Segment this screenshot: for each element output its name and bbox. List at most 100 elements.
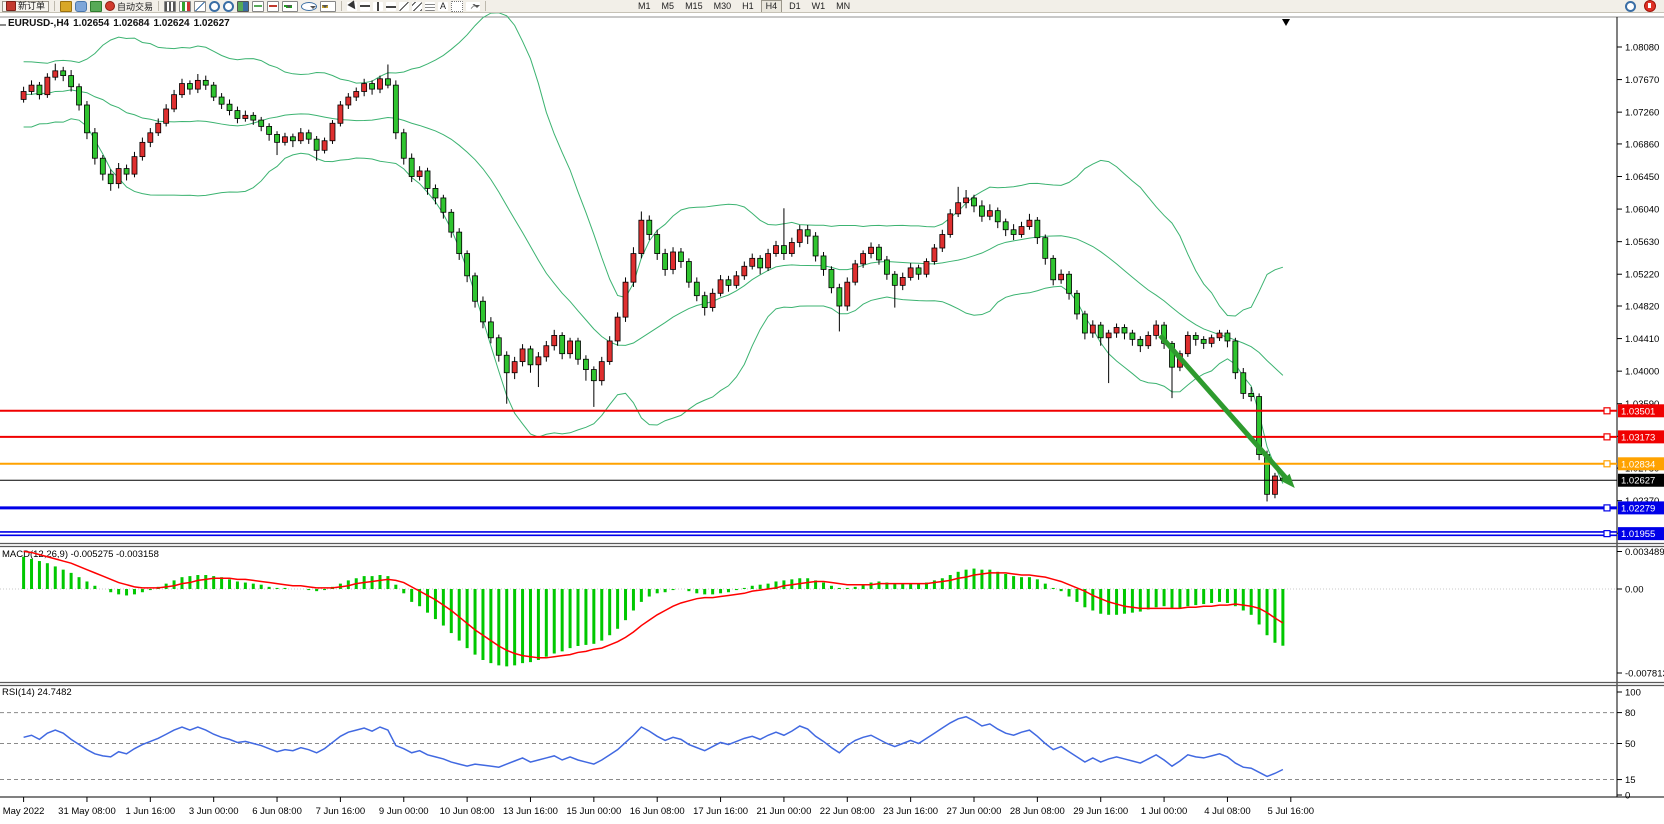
candle-body bbox=[606, 340, 613, 363]
price-tick-label: 1.05220 bbox=[1625, 270, 1659, 281]
candle-body bbox=[1018, 226, 1025, 235]
cursor-icon[interactable] bbox=[347, 1, 358, 11]
crosshair-icon[interactable] bbox=[360, 1, 371, 11]
timeframe-button-m30[interactable]: M30 bbox=[713, 0, 732, 11]
periods-icon[interactable] bbox=[301, 1, 318, 11]
price-label-text: 1.02279 bbox=[1621, 503, 1655, 514]
timeframe-button-h4[interactable]: H4 bbox=[760, 0, 783, 12]
timeframe-button-m5[interactable]: M5 bbox=[661, 0, 675, 11]
horizontal-level-line[interactable]: 1.01955 bbox=[0, 527, 1664, 541]
line-anchor-marker bbox=[1603, 504, 1611, 512]
candle-body bbox=[796, 229, 803, 243]
time-axis[interactable]: May 2022 31 May 08:00 1 Jun 16:00 3 Jun 00:… bbox=[3, 797, 1314, 817]
candle-body bbox=[646, 219, 653, 235]
horizontal-level-line[interactable]: 1.03501 bbox=[0, 404, 1664, 418]
candle-body bbox=[868, 246, 874, 254]
signals-icon[interactable] bbox=[90, 0, 103, 12]
candle-body bbox=[828, 269, 835, 289]
text-label-icon[interactable] bbox=[451, 0, 464, 12]
candle-body bbox=[994, 210, 1001, 223]
line-chart-icon[interactable] bbox=[194, 0, 207, 12]
candle-body bbox=[915, 267, 922, 275]
price-tick-label: 1.06450 bbox=[1625, 172, 1659, 183]
chart-shift-marker[interactable] bbox=[1282, 19, 1290, 26]
candle-body bbox=[1097, 324, 1104, 339]
pane-splitter[interactable] bbox=[0, 681, 1664, 687]
rsi-indicator-label: RSI(14) 24.7482 bbox=[2, 687, 72, 698]
toolbar-separator bbox=[485, 1, 487, 11]
trend-arrow[interactable] bbox=[1158, 333, 1295, 488]
pane-splitter[interactable] bbox=[0, 542, 1664, 548]
candle-body bbox=[1200, 338, 1207, 344]
bollinger-upper bbox=[23, 12, 1284, 317]
timeframe-button-h1[interactable]: H1 bbox=[742, 0, 754, 11]
timeframe-button-d1[interactable]: D1 bbox=[789, 0, 801, 11]
price-tick-label: 1.06860 bbox=[1625, 139, 1659, 150]
line-anchor-marker bbox=[1603, 433, 1611, 441]
rsi-scale-label: 50 bbox=[1625, 739, 1636, 750]
time-tick-label: 3 Jun 00:00 bbox=[189, 806, 239, 817]
candle-body bbox=[297, 132, 304, 142]
candle-body bbox=[1232, 340, 1239, 374]
candle-body bbox=[1224, 332, 1231, 342]
price-tick-label: 1.07670 bbox=[1625, 75, 1659, 86]
bar-chart-icon[interactable] bbox=[164, 0, 177, 12]
price-label-text: 1.02627 bbox=[1621, 476, 1655, 487]
chart-shift-handle-icon bbox=[0, 24, 6, 26]
candle-body bbox=[590, 369, 597, 382]
candle-body bbox=[947, 213, 954, 235]
publish-icon[interactable] bbox=[60, 0, 73, 12]
zoom-out-icon[interactable] bbox=[223, 0, 235, 12]
candle-body bbox=[883, 259, 890, 275]
time-tick-label: 22 Jun 08:00 bbox=[820, 806, 875, 817]
autotrade-button[interactable]: 自动交易 bbox=[105, 0, 153, 12]
zoom-in-icon[interactable] bbox=[209, 0, 221, 12]
time-tick-label: 7 Jun 16:00 bbox=[316, 806, 366, 817]
candle-body bbox=[1105, 332, 1112, 339]
toolbar-separator bbox=[158, 1, 160, 11]
arrows-icon[interactable]: ↗ bbox=[466, 1, 481, 11]
profiles-icon[interactable] bbox=[252, 0, 265, 12]
new-order-button[interactable]: 新订单 bbox=[2, 0, 50, 12]
price-tick-label: 1.05630 bbox=[1625, 237, 1659, 248]
candle-body bbox=[60, 70, 67, 77]
indicators-icon[interactable] bbox=[282, 0, 299, 12]
candle-body bbox=[337, 104, 344, 124]
candle-body bbox=[1081, 313, 1088, 334]
candle-body bbox=[1034, 219, 1041, 239]
candle-body bbox=[757, 257, 764, 269]
candle-body bbox=[250, 114, 257, 121]
equidistant-channel-icon[interactable] bbox=[412, 1, 423, 11]
candle-body bbox=[986, 210, 993, 217]
timeframe-button-w1[interactable]: W1 bbox=[811, 0, 826, 11]
line-anchor-marker bbox=[1603, 460, 1611, 468]
candle-body bbox=[733, 275, 740, 286]
notification-badge[interactable] bbox=[1644, 0, 1656, 12]
hline-icon[interactable] bbox=[386, 1, 397, 11]
candle-body bbox=[519, 348, 526, 363]
timeframe-button-m1[interactable]: M1 bbox=[638, 0, 651, 11]
horizontal-level-line[interactable]: 1.02279 bbox=[0, 501, 1664, 515]
candle-body bbox=[464, 253, 471, 277]
fibonacci-icon[interactable] bbox=[425, 1, 436, 11]
trendline-icon[interactable] bbox=[399, 1, 410, 11]
templates-icon[interactable] bbox=[267, 0, 280, 12]
timeframe-button-m15[interactable]: M15 bbox=[685, 0, 703, 11]
candle-body bbox=[202, 79, 209, 86]
search-icon[interactable] bbox=[1625, 0, 1636, 12]
text-icon[interactable]: A bbox=[438, 0, 449, 11]
time-tick-label: 17 Jun 16:00 bbox=[693, 806, 748, 817]
vline-icon[interactable] bbox=[373, 1, 384, 11]
candle-body bbox=[860, 253, 867, 265]
candlestick-chart-icon[interactable] bbox=[179, 0, 192, 12]
bid-price-line[interactable]: 1.02627 bbox=[0, 473, 1664, 487]
horizontal-level-line[interactable]: 1.02834 bbox=[0, 457, 1664, 471]
styles-icon[interactable] bbox=[320, 0, 337, 12]
timeframe-button-mn[interactable]: MN bbox=[836, 0, 851, 11]
new-order-icon bbox=[6, 1, 16, 11]
chart-window-icon[interactable] bbox=[75, 0, 88, 12]
tile-windows-icon[interactable] bbox=[237, 0, 250, 12]
candle-body bbox=[971, 197, 977, 207]
horizontal-level-line[interactable]: 1.03173 bbox=[0, 430, 1664, 444]
